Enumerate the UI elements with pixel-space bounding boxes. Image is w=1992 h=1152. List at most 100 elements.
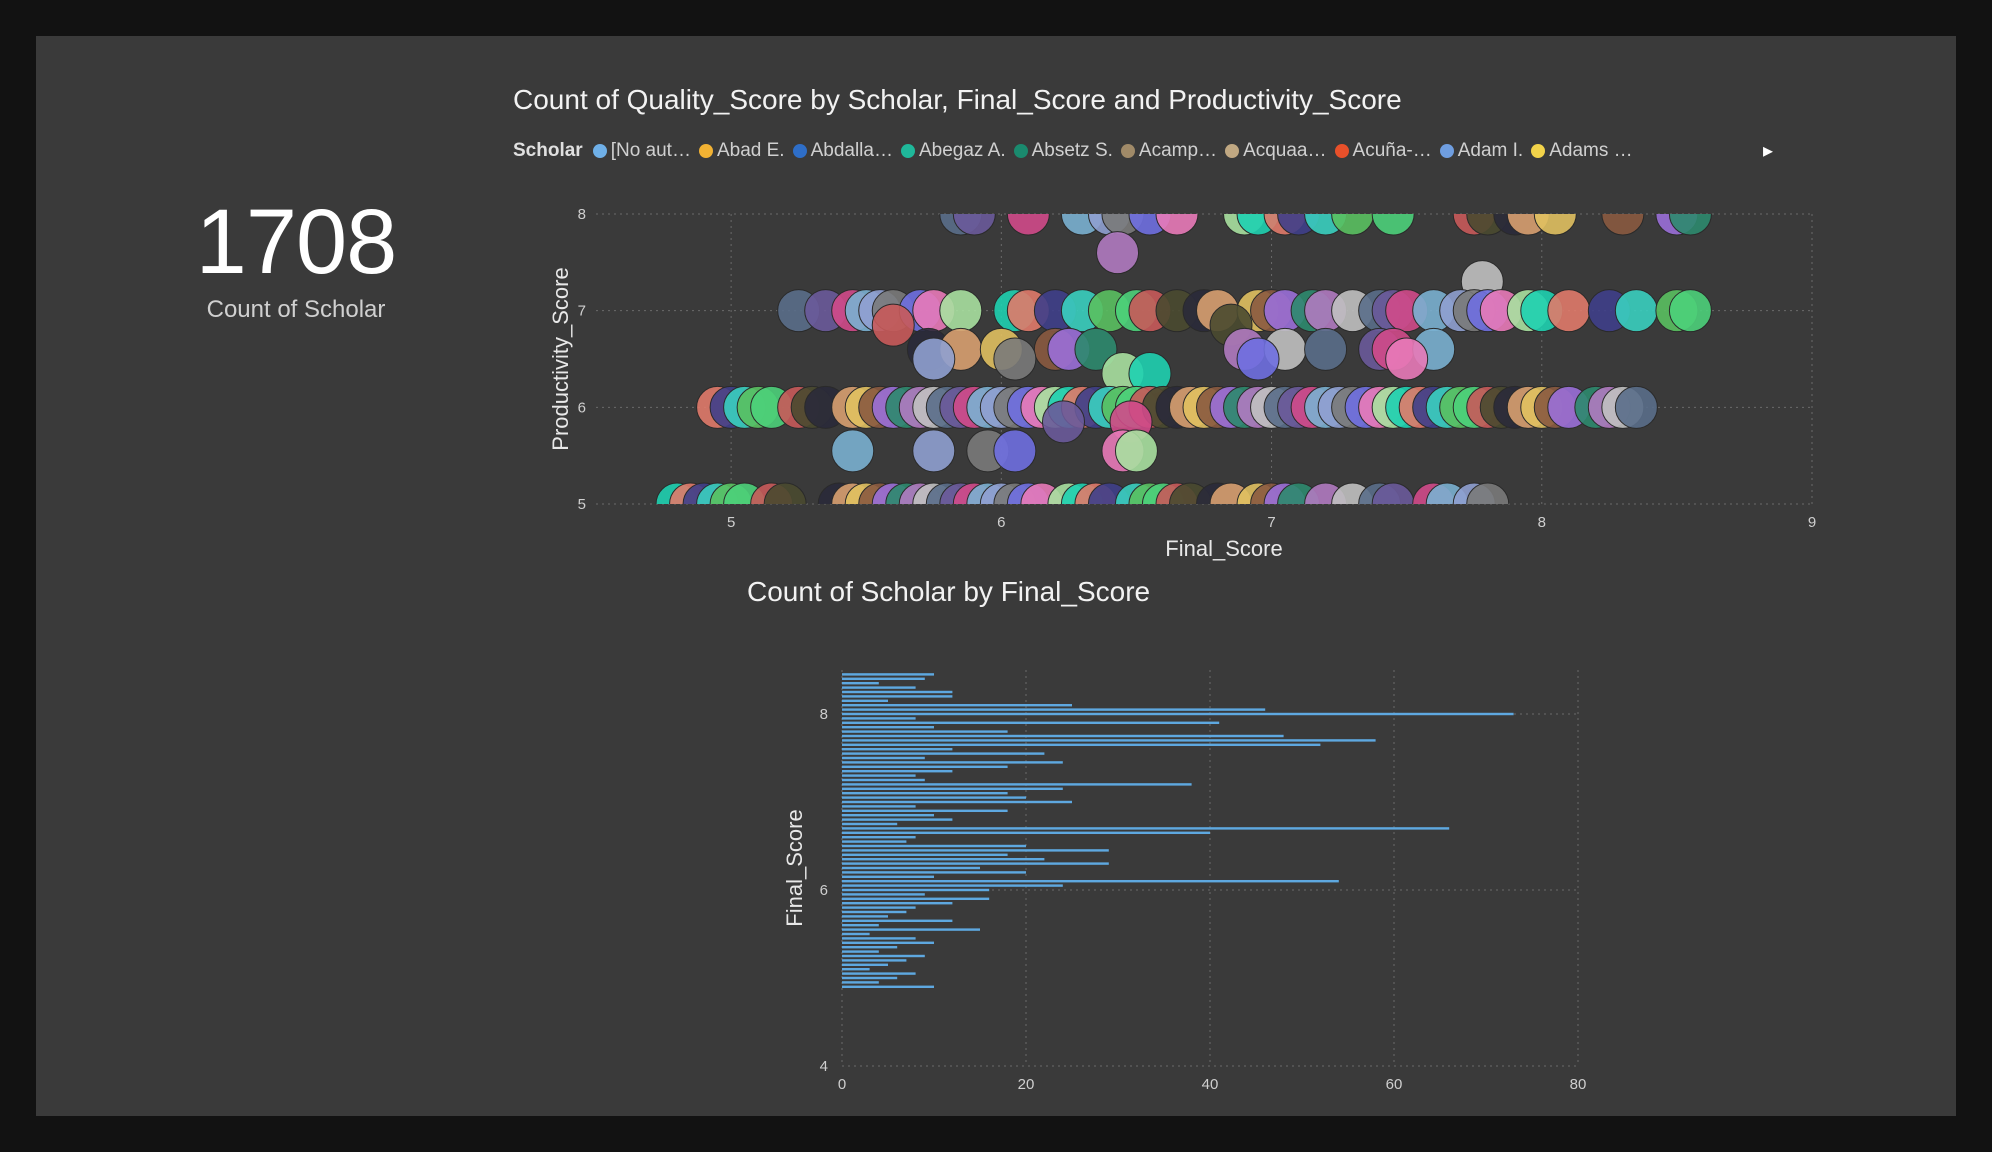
scatter-chart[interactable]: 5 6 7 8 5 6 7 8 9 Final_Score Productivity_Score bbox=[506, 176, 1836, 576]
legend-marker bbox=[1225, 144, 1240, 158]
bar bbox=[842, 888, 990, 892]
bar bbox=[842, 734, 1284, 738]
bar bbox=[842, 677, 925, 681]
data-point bbox=[763, 482, 807, 504]
y-tick-label: 4 bbox=[820, 1058, 828, 1075]
bar bbox=[842, 879, 1339, 883]
legend-item-label: Acuña-… bbox=[1352, 140, 1432, 161]
bar bbox=[842, 800, 1072, 804]
legend-item-label: Adam I. bbox=[1457, 140, 1524, 161]
bar bbox=[842, 976, 898, 980]
bar bbox=[842, 813, 934, 817]
data-point bbox=[939, 289, 983, 333]
kpi-card[interactable]: 1708 Count of Scholar bbox=[156, 196, 436, 324]
bar bbox=[842, 897, 990, 901]
bar bbox=[842, 783, 1192, 786]
bar bbox=[842, 853, 1008, 857]
bar bbox=[842, 717, 916, 720]
bar bbox=[842, 941, 934, 945]
legend-item[interactable]: Acamp… bbox=[1120, 140, 1217, 162]
legend-marker bbox=[792, 144, 807, 158]
x-tick-label: 40 bbox=[1202, 1076, 1219, 1093]
y-tick-label: 6 bbox=[578, 399, 586, 416]
bar bbox=[842, 721, 1220, 725]
data-point bbox=[1547, 289, 1591, 333]
bar bbox=[842, 884, 1063, 887]
legend-item[interactable]: Acquaa… bbox=[1225, 140, 1327, 162]
bar bbox=[842, 981, 879, 984]
bar bbox=[842, 774, 916, 777]
legend-item[interactable]: [No aut… bbox=[592, 140, 691, 162]
legend-next-button[interactable]: ▸ bbox=[1756, 139, 1780, 163]
legend-item[interactable]: Adams … bbox=[1531, 140, 1633, 162]
legend-item[interactable]: Abad E. bbox=[698, 140, 785, 162]
bar bbox=[842, 805, 916, 808]
legend-marker bbox=[592, 144, 607, 158]
data-point bbox=[1371, 482, 1415, 504]
x-tick-label: 20 bbox=[1018, 1076, 1035, 1093]
data-point bbox=[993, 429, 1037, 473]
bar bbox=[842, 739, 1376, 742]
legend-marker bbox=[1120, 144, 1135, 158]
data-point bbox=[1371, 214, 1415, 236]
bar bbox=[842, 893, 925, 896]
bar bbox=[842, 787, 1063, 791]
bar-chart[interactable]: 020406080468Count of ScholarFinal_Score bbox=[736, 626, 1636, 1096]
bar bbox=[842, 967, 870, 971]
report-canvas: 1708 Count of Scholar Count of Quality_S… bbox=[36, 36, 1956, 1116]
legend-item-label: Adams … bbox=[1549, 140, 1633, 161]
bar bbox=[842, 937, 916, 940]
data-point bbox=[1096, 231, 1140, 275]
data-point bbox=[912, 429, 956, 473]
x-tick-label: 0 bbox=[838, 1076, 846, 1093]
bar bbox=[842, 875, 934, 879]
bar bbox=[842, 928, 980, 931]
legend-item[interactable]: Adam I. bbox=[1439, 140, 1524, 162]
y-tick-label: 8 bbox=[820, 706, 828, 723]
data-point bbox=[1533, 214, 1577, 236]
data-point bbox=[1601, 214, 1645, 236]
bar bbox=[842, 862, 1109, 865]
legend-item[interactable]: Abegaz A. bbox=[900, 140, 1006, 162]
bar bbox=[842, 822, 898, 826]
x-tick-label: 8 bbox=[1538, 514, 1546, 531]
legend-marker bbox=[1439, 144, 1454, 158]
bar bbox=[842, 972, 916, 975]
legend-item[interactable]: Abdalla… bbox=[792, 140, 893, 162]
bar bbox=[842, 866, 980, 870]
bar bbox=[842, 690, 953, 694]
bar bbox=[842, 778, 925, 782]
legend-title: Scholar bbox=[513, 140, 583, 161]
legend-item[interactable]: Absetz S. bbox=[1013, 140, 1113, 162]
data-point bbox=[1041, 400, 1085, 444]
bar bbox=[842, 796, 1026, 799]
data-point bbox=[831, 429, 875, 473]
y-tick-label: 7 bbox=[578, 303, 586, 320]
bar bbox=[842, 923, 879, 927]
bar bbox=[842, 985, 934, 989]
data-point bbox=[1614, 289, 1658, 333]
legend-item-label: Acquaa… bbox=[1243, 140, 1327, 161]
data-point bbox=[1385, 337, 1429, 381]
legend-item-label: Absetz S. bbox=[1031, 140, 1113, 161]
data-point bbox=[1155, 214, 1199, 236]
kpi-value: 1708 bbox=[195, 191, 398, 293]
bar bbox=[842, 809, 1008, 813]
bar-plot-area: 020406080468Count of ScholarFinal_Score bbox=[782, 670, 1587, 1093]
bar bbox=[842, 673, 934, 676]
legend-item[interactable]: Acuña-… bbox=[1334, 140, 1432, 162]
data-point bbox=[1304, 327, 1348, 371]
bar bbox=[842, 818, 953, 821]
bar bbox=[842, 901, 953, 905]
bar bbox=[842, 932, 870, 936]
bar bbox=[842, 844, 1026, 848]
bar bbox=[842, 765, 1008, 769]
bar bbox=[842, 695, 953, 698]
legend-marker bbox=[1531, 144, 1546, 158]
bar bbox=[842, 835, 916, 839]
x-tick-label: 80 bbox=[1570, 1076, 1587, 1093]
bar bbox=[842, 752, 1045, 755]
bar bbox=[842, 954, 925, 958]
bar bbox=[842, 756, 925, 760]
bar bbox=[842, 945, 898, 949]
